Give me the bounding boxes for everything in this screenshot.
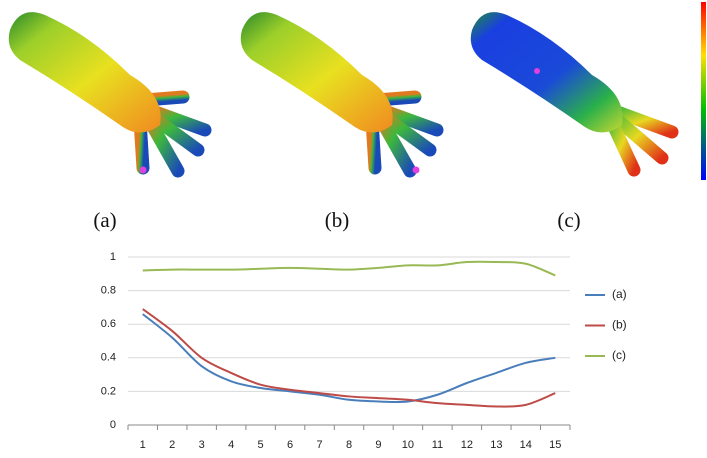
x-tick-label: 4 — [228, 439, 234, 451]
legend-label: (a) — [612, 287, 627, 301]
legend-label: (b) — [612, 318, 627, 332]
color-bar — [701, 2, 706, 180]
x-tick-label: 3 — [199, 439, 205, 451]
panel-label: (a) — [93, 208, 116, 232]
x-tick-label: 8 — [346, 439, 352, 451]
x-tick-label: 5 — [258, 439, 264, 451]
y-tick-label: 1 — [110, 251, 116, 263]
x-tick-label: 6 — [287, 439, 293, 451]
hand-render — [471, 12, 672, 170]
y-tick-label: 0.2 — [101, 385, 116, 397]
x-tick-label: 10 — [402, 439, 414, 451]
y-tick-label: 0 — [110, 419, 116, 431]
y-tick-label: 0.4 — [101, 352, 116, 364]
x-tick-label: 13 — [490, 439, 502, 451]
x-tick-label: 7 — [316, 439, 322, 451]
x-tick-label: 12 — [461, 439, 473, 451]
figure: (a) (b) (c) 00.20.40.60.8112345678910111… — [0, 0, 707, 458]
hand-render — [9, 12, 205, 173]
legend-label: (c) — [612, 348, 626, 362]
x-tick-label: 14 — [520, 439, 532, 451]
panel-label: (c) — [557, 208, 580, 232]
x-tick-label: 2 — [169, 439, 175, 451]
hand-render — [241, 12, 437, 173]
panel-label: (b) — [325, 208, 350, 232]
x-tick-label: 9 — [375, 439, 381, 451]
y-tick-label: 0.8 — [101, 285, 116, 297]
x-tick-label: 15 — [549, 439, 561, 451]
series-line — [143, 262, 556, 276]
x-tick-label: 1 — [140, 439, 146, 451]
x-tick-label: 11 — [432, 439, 443, 451]
y-tick-label: 0.6 — [101, 318, 116, 330]
